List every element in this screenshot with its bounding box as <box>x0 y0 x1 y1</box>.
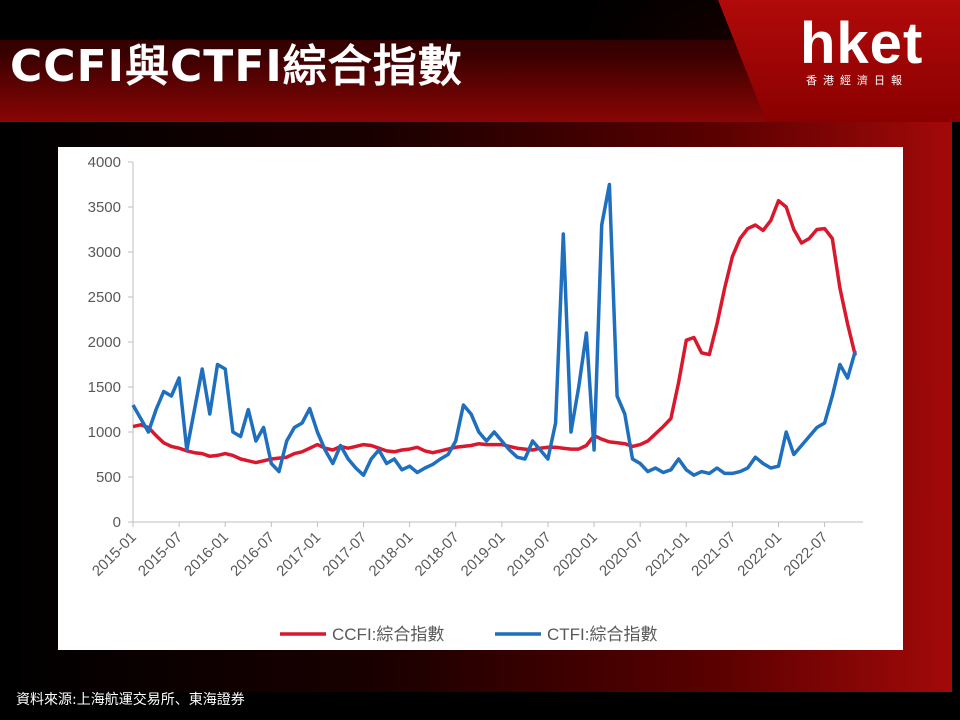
y-tick-label: 3500 <box>88 199 121 216</box>
x-tick-label: 2017-01 <box>273 529 324 580</box>
legend-label: CTFI:綜合指數 <box>547 625 658 644</box>
x-tick-label: 2019-07 <box>504 529 555 580</box>
x-tick-label: 2022-07 <box>780 529 831 580</box>
y-tick-label: 0 <box>113 514 121 531</box>
x-tick-label: 2019-01 <box>458 529 509 580</box>
y-tick-label: 500 <box>96 469 121 486</box>
x-axis: 2015-012015-072016-012016-072017-012017-… <box>89 521 863 580</box>
x-tick-label: 2018-07 <box>412 529 463 580</box>
x-tick-label: 2020-01 <box>550 529 601 580</box>
y-tick-label: 2500 <box>88 289 121 306</box>
chart-lines <box>131 182 857 477</box>
x-tick-label: 2015-07 <box>135 529 186 580</box>
x-tick-label: 2021-01 <box>642 529 693 580</box>
x-tick-label: 2021-07 <box>688 529 739 580</box>
series-line-ccfi <box>132 198 857 465</box>
source-note: 資料來源:上海航運交易所、東海證券 <box>16 692 245 708</box>
x-tick-label: 2017-07 <box>319 529 370 580</box>
x-tick-label: 2022-01 <box>734 529 785 580</box>
series-line-ctfi <box>131 182 857 477</box>
y-axis: 0 500 1000 1500 2000 2500 3000 3500 4000 <box>88 154 134 531</box>
x-tick-label: 2018-01 <box>366 529 417 580</box>
chart-card: 0 500 1000 1500 2000 2500 3000 3500 4000 2015-01… <box>58 147 903 650</box>
y-tick-label: 2000 <box>88 334 121 351</box>
x-tick-label: 2015-01 <box>89 529 140 580</box>
legend-label: CCFI:綜合指數 <box>332 625 444 644</box>
y-tick-label: 4000 <box>88 154 121 171</box>
y-tick-label: 1000 <box>88 424 121 441</box>
line-chart: 0 500 1000 1500 2000 2500 3000 3500 4000 2015-01… <box>88 154 863 644</box>
brand-tagline: 香港經濟日報 <box>806 74 908 87</box>
y-tick-label: 1500 <box>88 379 121 396</box>
page-title: CCFI與CTFI綜合指數 <box>10 41 463 92</box>
x-tick-label: 2016-07 <box>227 529 278 580</box>
brand-logo[interactable]: hket <box>800 11 924 76</box>
y-tick-label: 3000 <box>88 244 121 261</box>
x-tick-label: 2016-01 <box>181 529 232 580</box>
chart-legend: CCFI:綜合指數 CTFI:綜合指數 <box>280 625 658 644</box>
x-tick-label: 2020-07 <box>596 529 647 580</box>
